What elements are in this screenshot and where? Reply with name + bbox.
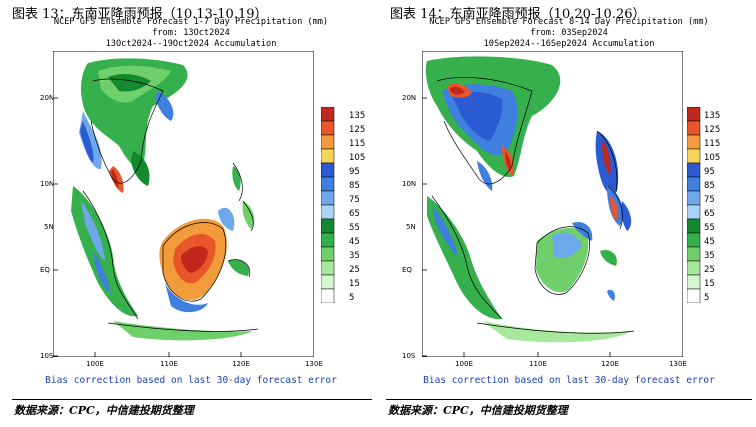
y-tick-10n: 10N [402,180,417,188]
y-tick-10s: 10S [40,352,54,360]
colorbar-label: 135 [704,111,721,121]
colorbar-swatch [687,218,701,234]
forecast-panel-right: 图表 14：东南亚降雨预报（10.20-10.26） NCEP GFS Ense… [382,0,756,417]
colorbar-swatch [687,204,701,220]
x-tick-130e: 130E [305,360,323,368]
forecast-header-line2: from: 03Sep2024 [530,28,608,38]
colorbar-label: 15 [349,279,360,289]
colorbar-swatch [687,246,701,262]
data-source: 数据来源：CPC，中信建投期货整理 [14,404,194,417]
figure-title: 图表 14：东南亚降雨预报（10.20-10.26） [390,7,646,22]
colorbar-swatch [321,288,335,303]
colorbar-label: 15 [704,279,715,289]
colorbar-label: 135 [349,111,366,121]
colorbar-label: 25 [349,265,360,275]
colorbar-swatch [321,134,335,150]
colorbar-label: 5 [704,293,710,303]
divider [386,399,752,400]
colorbar-swatch [687,134,701,150]
colorbar-label: 75 [349,195,360,205]
colorbar-label: 5 [349,293,355,303]
colorbar-label: 55 [704,223,715,233]
forecast-header-line1: NCEP GFS Ensemble Forecast 1-7 Day Preci… [53,17,329,27]
forecast-header-line1: NCEP GFS Ensemble Forecast 8-14 Day Prec… [429,17,709,27]
x-tick-100e: 100E [455,360,473,368]
colorbar-label: 25 [704,265,715,275]
figure-title: 图表 13：东南亚降雨预报（10.13-10.19） [12,7,268,22]
x-tick-120e: 120E [601,360,619,368]
colorbar-swatch [687,120,701,136]
colorbar-label: 85 [349,181,360,191]
colorbar-label: 55 [349,223,360,233]
colorbar-swatch [321,204,335,220]
colorbar-swatch [321,274,335,290]
colorbar-label: 65 [704,209,715,219]
colorbar-swatch [687,232,701,248]
colorbar-swatch [687,162,701,178]
bias-correction-note: Bias correction based on last 30-day for… [45,375,337,386]
colorbar-swatch [321,120,335,136]
forecast-panel-left: 图表 13：东南亚降雨预报（10.13-10.19） NCEP GFS Ense… [4,0,378,417]
x-tick-120e: 120E [232,360,250,368]
colorbar-swatch [687,107,701,122]
colorbar-label: 35 [704,251,715,261]
colorbar-label: 105 [704,153,721,163]
y-tick-10s: 10S [402,352,416,360]
colorbar-swatch [321,190,335,206]
x-tick-110e: 110E [529,360,547,368]
x-tick-130e: 130E [669,360,687,368]
data-source: 数据来源：CPC，中信建投期货整理 [388,404,568,417]
y-tick-5n: 5N [406,223,416,231]
y-tick-20n: 20N [40,94,55,102]
forecast-header-line3: 13Oct2024--19Oct2024 Accumulation [105,39,277,49]
divider [12,399,372,400]
colorbar-swatch [687,288,701,303]
x-tick-100e: 100E [86,360,104,368]
colorbar-label: 125 [704,125,721,135]
colorbar-swatch [687,190,701,206]
bias-correction-note: Bias correction based on last 30-day for… [423,375,715,386]
y-tick-10n: 10N [40,180,55,188]
colorbar-label: 45 [704,237,715,247]
colorbar-swatch [687,274,701,290]
colorbar-label: 35 [349,251,360,261]
colorbar-swatch [321,107,335,122]
colorbar [321,107,335,303]
y-tick-20n: 20N [402,94,417,102]
colorbar-label: 115 [704,139,721,149]
colorbar-label: 125 [349,125,366,135]
y-tick-5n: 5N [44,223,54,231]
forecast-header-line2: from: 13Oct2024 [152,28,230,38]
precipitation-map [421,50,684,358]
colorbar-label: 95 [704,167,715,177]
colorbar-label: 45 [349,237,360,247]
y-tick-eq: EQ [402,266,412,274]
colorbar-label: 75 [704,195,715,205]
colorbar-swatch [321,246,335,262]
forecast-header-line3: 10Sep2024--16Sep2024 Accumulation [483,39,655,49]
colorbar-swatch [321,232,335,248]
colorbar-label: 105 [349,153,366,163]
colorbar-label: 85 [704,181,715,191]
colorbar-swatch [321,148,335,164]
colorbar-swatch [687,260,701,276]
colorbar [687,107,701,303]
y-tick-eq: EQ [40,266,50,274]
map-svg [52,50,315,358]
colorbar-label: 65 [349,209,360,219]
colorbar-swatch [687,176,701,192]
precipitation-map [52,50,315,358]
colorbar-swatch [321,218,335,234]
map-svg [421,50,684,358]
colorbar-label: 95 [349,167,360,177]
colorbar-label: 115 [349,139,366,149]
x-tick-110e: 110E [160,360,178,368]
colorbar-swatch [687,148,701,164]
colorbar-swatch [321,162,335,178]
colorbar-swatch [321,260,335,276]
colorbar-swatch [321,176,335,192]
